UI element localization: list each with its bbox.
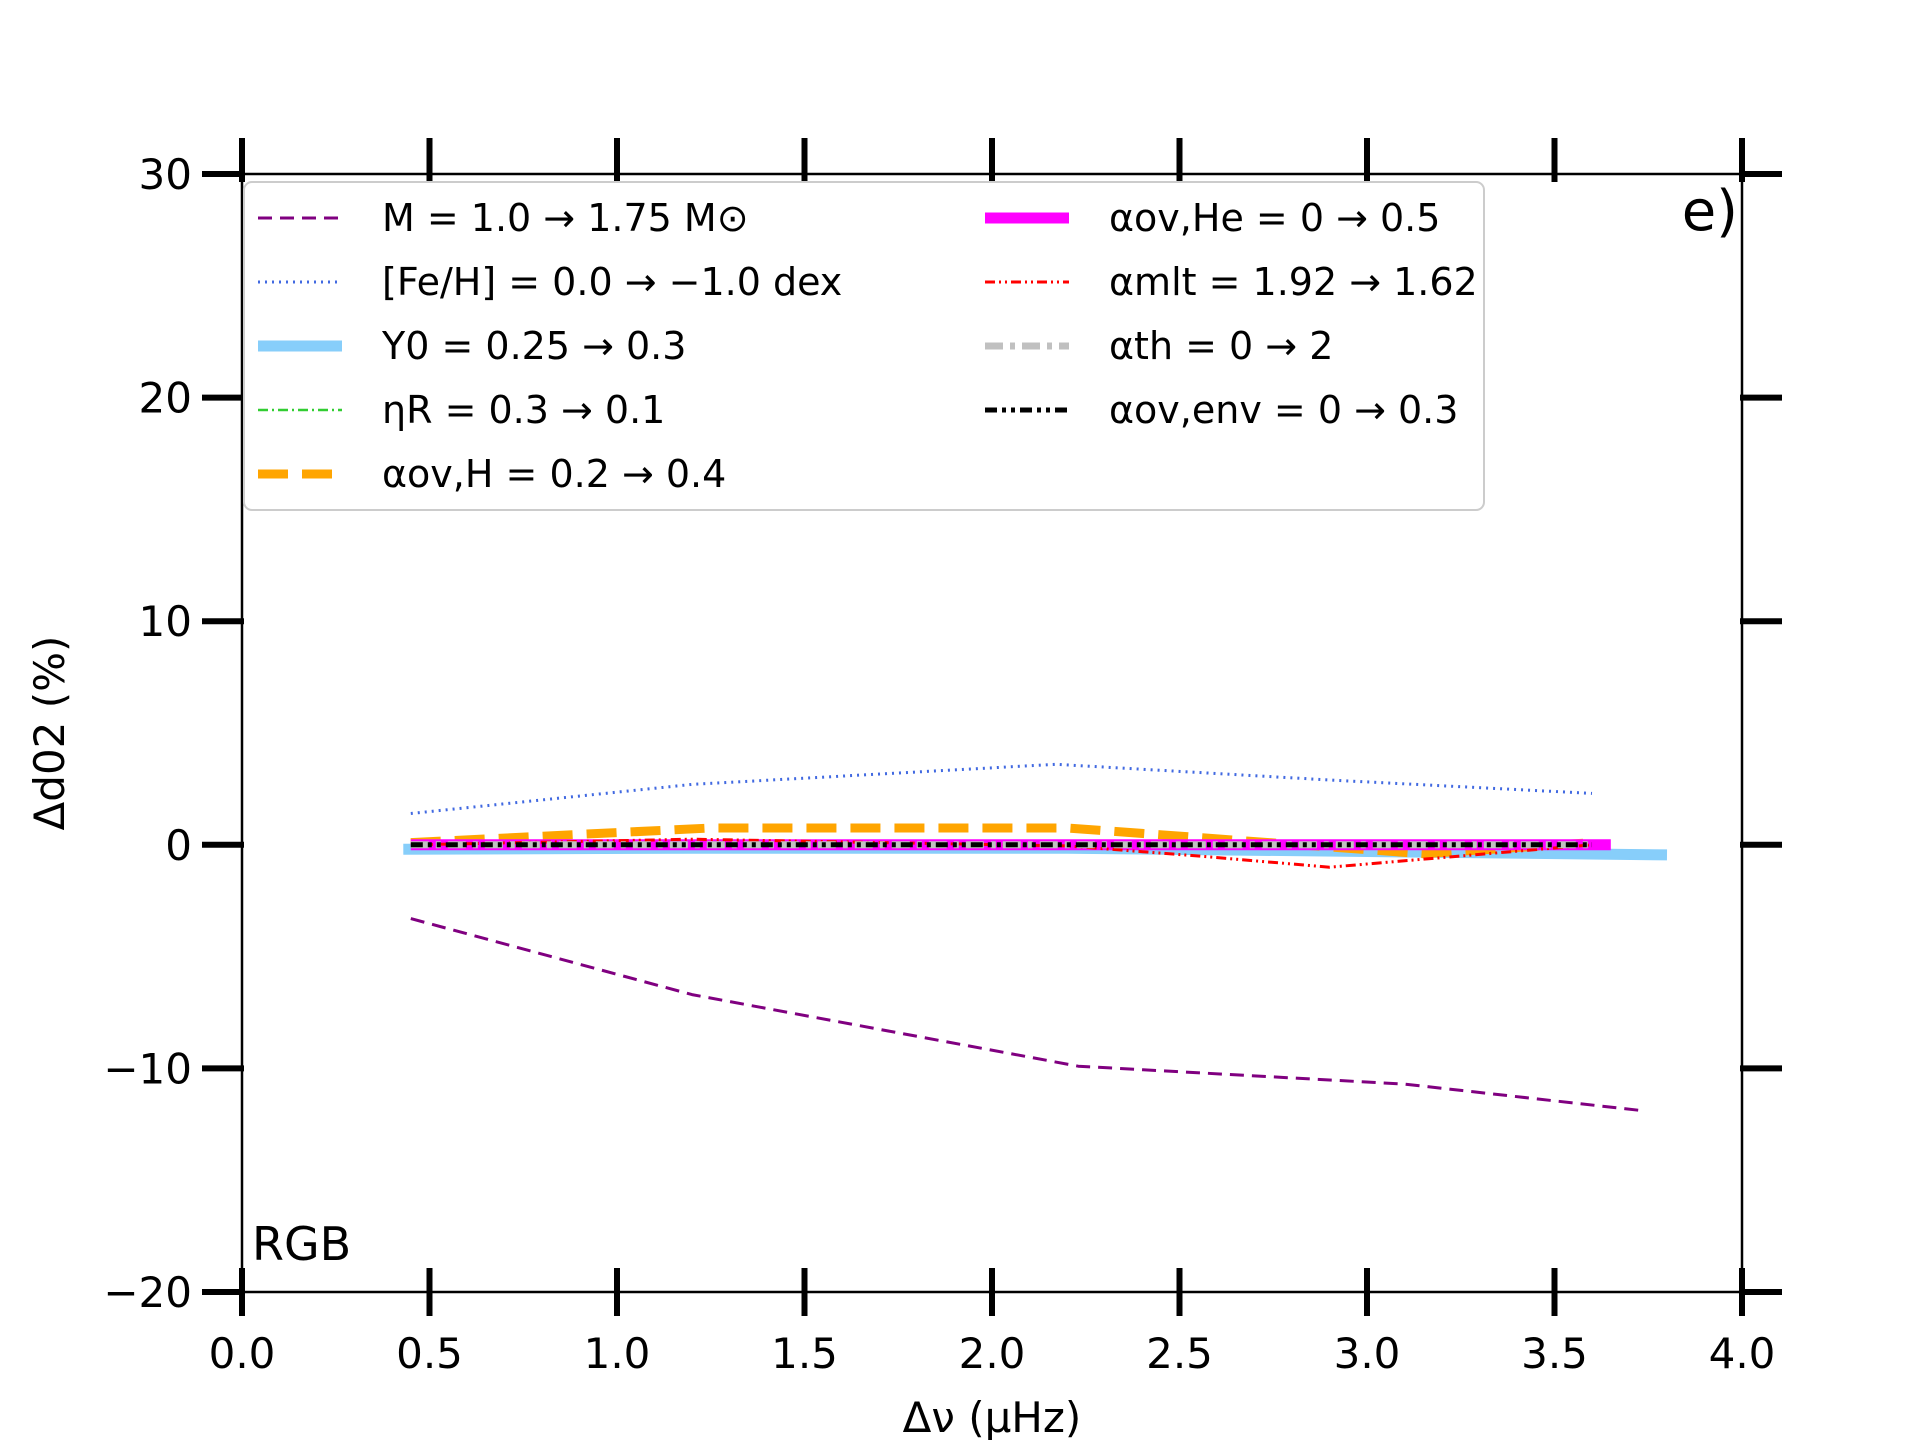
y-tick-label-1: −20: [103, 1268, 192, 1317]
x-tick-label-3: 1.0: [584, 1329, 651, 1378]
rgb-annotation: RGB: [252, 1217, 351, 1271]
x-tick-label-1: 0.0: [209, 1329, 276, 1378]
legend-label-6: αov,He = 0 → 0.5: [1109, 196, 1440, 240]
tick-layer: 0.0 0.5 1.0 1.5 2.0 2.5 3.0 3.5 4.0 −20 −10 0 10 20 30: [103, 138, 1782, 1378]
legend-label-2: [Fe/H] = 0.0 → −1.0 dex: [382, 260, 842, 304]
series-line-1: [410, 917, 1645, 1113]
y-tick-label-4: 10: [139, 597, 192, 646]
x-tick-label-8: 3.5: [1521, 1329, 1588, 1378]
y-tick-label-6: 30: [139, 150, 192, 199]
legend: M = 1.0 → 1.75 M⊙ [Fe/H] = 0.0 → −1.0 dex…: [243, 181, 1485, 511]
series-line-7: [410, 837, 1593, 869]
x-tick-label-2: 0.5: [396, 1329, 463, 1378]
legend-label-8: αth = 0 → 2: [1109, 324, 1333, 368]
legend-label-3: Y0 = 0.25 → 0.3: [381, 324, 686, 368]
y-tick-label-5: 20: [139, 374, 192, 423]
y-axis-title: Δd02 (%): [25, 636, 74, 831]
x-tick-label-6: 2.5: [1146, 1329, 1213, 1378]
y-tick-label-2: −10: [103, 1044, 192, 1093]
panel-label: e): [1682, 179, 1738, 244]
legend-label-5: αov,H = 0.2 → 0.4: [382, 452, 726, 496]
x-tick-label-4: 1.5: [771, 1329, 838, 1378]
x-axis-title: Δν (μHz): [903, 1393, 1082, 1440]
legend-label-4: ηR = 0.3 → 0.1: [382, 388, 665, 432]
series-layer: [403, 762, 1668, 1113]
x-tick-label-9: 4.0: [1709, 1329, 1776, 1378]
series-line-2: [410, 762, 1593, 815]
legend-label-1: M = 1.0 → 1.75 M⊙: [382, 196, 749, 240]
x-tick-label-5: 2.0: [959, 1329, 1026, 1378]
legend-label-9: αov,env = 0 → 0.3: [1109, 388, 1458, 432]
legend-label-7: αmlt = 1.92 → 1.62: [1109, 260, 1478, 304]
x-tick-label-7: 3.0: [1334, 1329, 1401, 1378]
legend-box: [243, 181, 1485, 511]
series-line-5: [410, 823, 1593, 859]
y-tick-label-3: 0: [165, 821, 192, 870]
